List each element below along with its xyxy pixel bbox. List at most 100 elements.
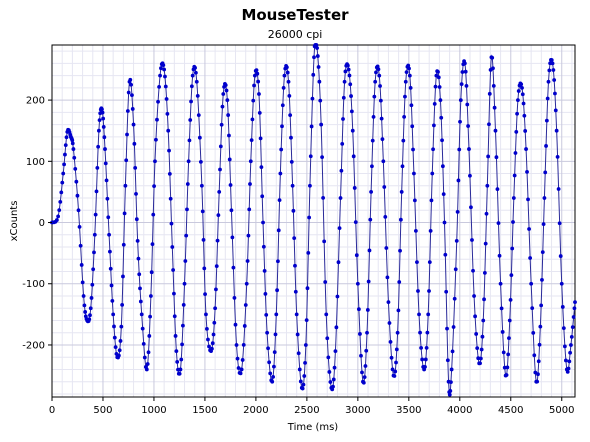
- data-point: [245, 259, 250, 263]
- data-point: [88, 306, 93, 311]
- data-point: [416, 289, 420, 293]
- data-point: [466, 124, 470, 128]
- data-point: [380, 137, 385, 142]
- data-point: [365, 308, 370, 312]
- data-point: [531, 331, 536, 335]
- data-point: [62, 162, 66, 167]
- data-point: [75, 193, 80, 198]
- data-point: [121, 242, 126, 247]
- x-tick-label: 3000: [345, 405, 370, 416]
- data-point: [411, 147, 415, 152]
- data-point: [267, 360, 272, 365]
- data-point: [110, 298, 115, 303]
- data-point: [339, 168, 344, 173]
- data-point: [440, 138, 444, 143]
- data-point: [154, 137, 158, 142]
- data-point: [90, 282, 95, 287]
- data-point: [540, 277, 544, 282]
- data-point: [423, 357, 428, 362]
- data-point: [524, 147, 528, 151]
- data-point: [436, 75, 441, 80]
- data-point: [376, 67, 381, 72]
- data-point: [147, 334, 152, 338]
- data-point: [441, 192, 446, 197]
- data-point: [442, 220, 447, 225]
- data-point: [58, 199, 63, 204]
- data-point: [122, 211, 127, 216]
- data-point: [124, 158, 129, 163]
- data-point: [315, 54, 320, 58]
- data-point: [96, 144, 101, 149]
- data-point: [444, 289, 449, 294]
- data-point: [130, 93, 134, 97]
- data-point: [71, 147, 76, 151]
- data-point: [544, 144, 548, 148]
- data-point: [452, 296, 457, 301]
- data-point: [359, 353, 363, 358]
- y-axis-label: xCounts: [9, 201, 20, 242]
- data-point: [445, 358, 450, 363]
- data-point: [168, 196, 173, 201]
- chart-title: MouseTester: [241, 6, 349, 24]
- data-point: [447, 392, 452, 397]
- data-point: [387, 321, 392, 325]
- data-point: [265, 330, 270, 335]
- data-point: [523, 129, 528, 133]
- data-point: [180, 342, 184, 347]
- data-point: [101, 125, 106, 129]
- data-point: [182, 281, 187, 286]
- data-point: [200, 209, 205, 214]
- x-tick-label: 1000: [141, 405, 166, 416]
- data-point: [412, 171, 416, 176]
- data-point: [308, 183, 312, 188]
- data-point: [400, 164, 405, 169]
- data-point: [430, 171, 435, 176]
- data-point: [378, 84, 382, 88]
- data-point: [396, 308, 401, 313]
- data-point: [82, 303, 87, 308]
- data-point: [138, 286, 142, 291]
- data-point: [486, 154, 491, 159]
- data-point: [229, 208, 234, 213]
- data-point: [165, 111, 170, 116]
- data-point: [145, 362, 150, 366]
- data-point: [289, 159, 294, 164]
- data-point: [478, 361, 482, 366]
- data-point: [394, 360, 398, 365]
- data-point: [512, 173, 517, 178]
- data-point: [228, 183, 233, 187]
- data-point: [219, 122, 224, 127]
- data-point: [72, 155, 77, 160]
- data-point: [538, 324, 543, 329]
- data-point: [61, 171, 66, 176]
- data-point: [327, 370, 332, 374]
- data-point: [279, 147, 284, 152]
- data-point: [173, 334, 178, 338]
- data-point: [427, 260, 432, 265]
- data-point: [272, 350, 277, 355]
- data-point: [197, 135, 202, 140]
- data-point: [101, 116, 106, 121]
- data-point: [276, 228, 281, 233]
- data-point: [481, 318, 486, 323]
- data-point: [358, 332, 362, 336]
- data-point: [172, 314, 177, 319]
- data-point: [390, 367, 395, 372]
- data-point: [515, 111, 519, 116]
- data-point: [509, 273, 514, 278]
- y-tick-label: 100: [26, 157, 45, 168]
- data-point: [558, 254, 563, 258]
- data-point: [212, 320, 217, 325]
- data-point: [293, 289, 298, 294]
- data-point: [163, 74, 167, 79]
- data-point: [347, 73, 352, 78]
- data-point: [545, 96, 550, 101]
- y-tick-label: 0: [39, 218, 45, 229]
- data-point: [277, 198, 282, 203]
- data-point: [312, 55, 316, 60]
- data-point: [562, 344, 567, 349]
- data-point: [137, 272, 142, 277]
- data-point: [288, 113, 293, 118]
- data-point: [365, 330, 369, 335]
- data-point: [341, 117, 345, 121]
